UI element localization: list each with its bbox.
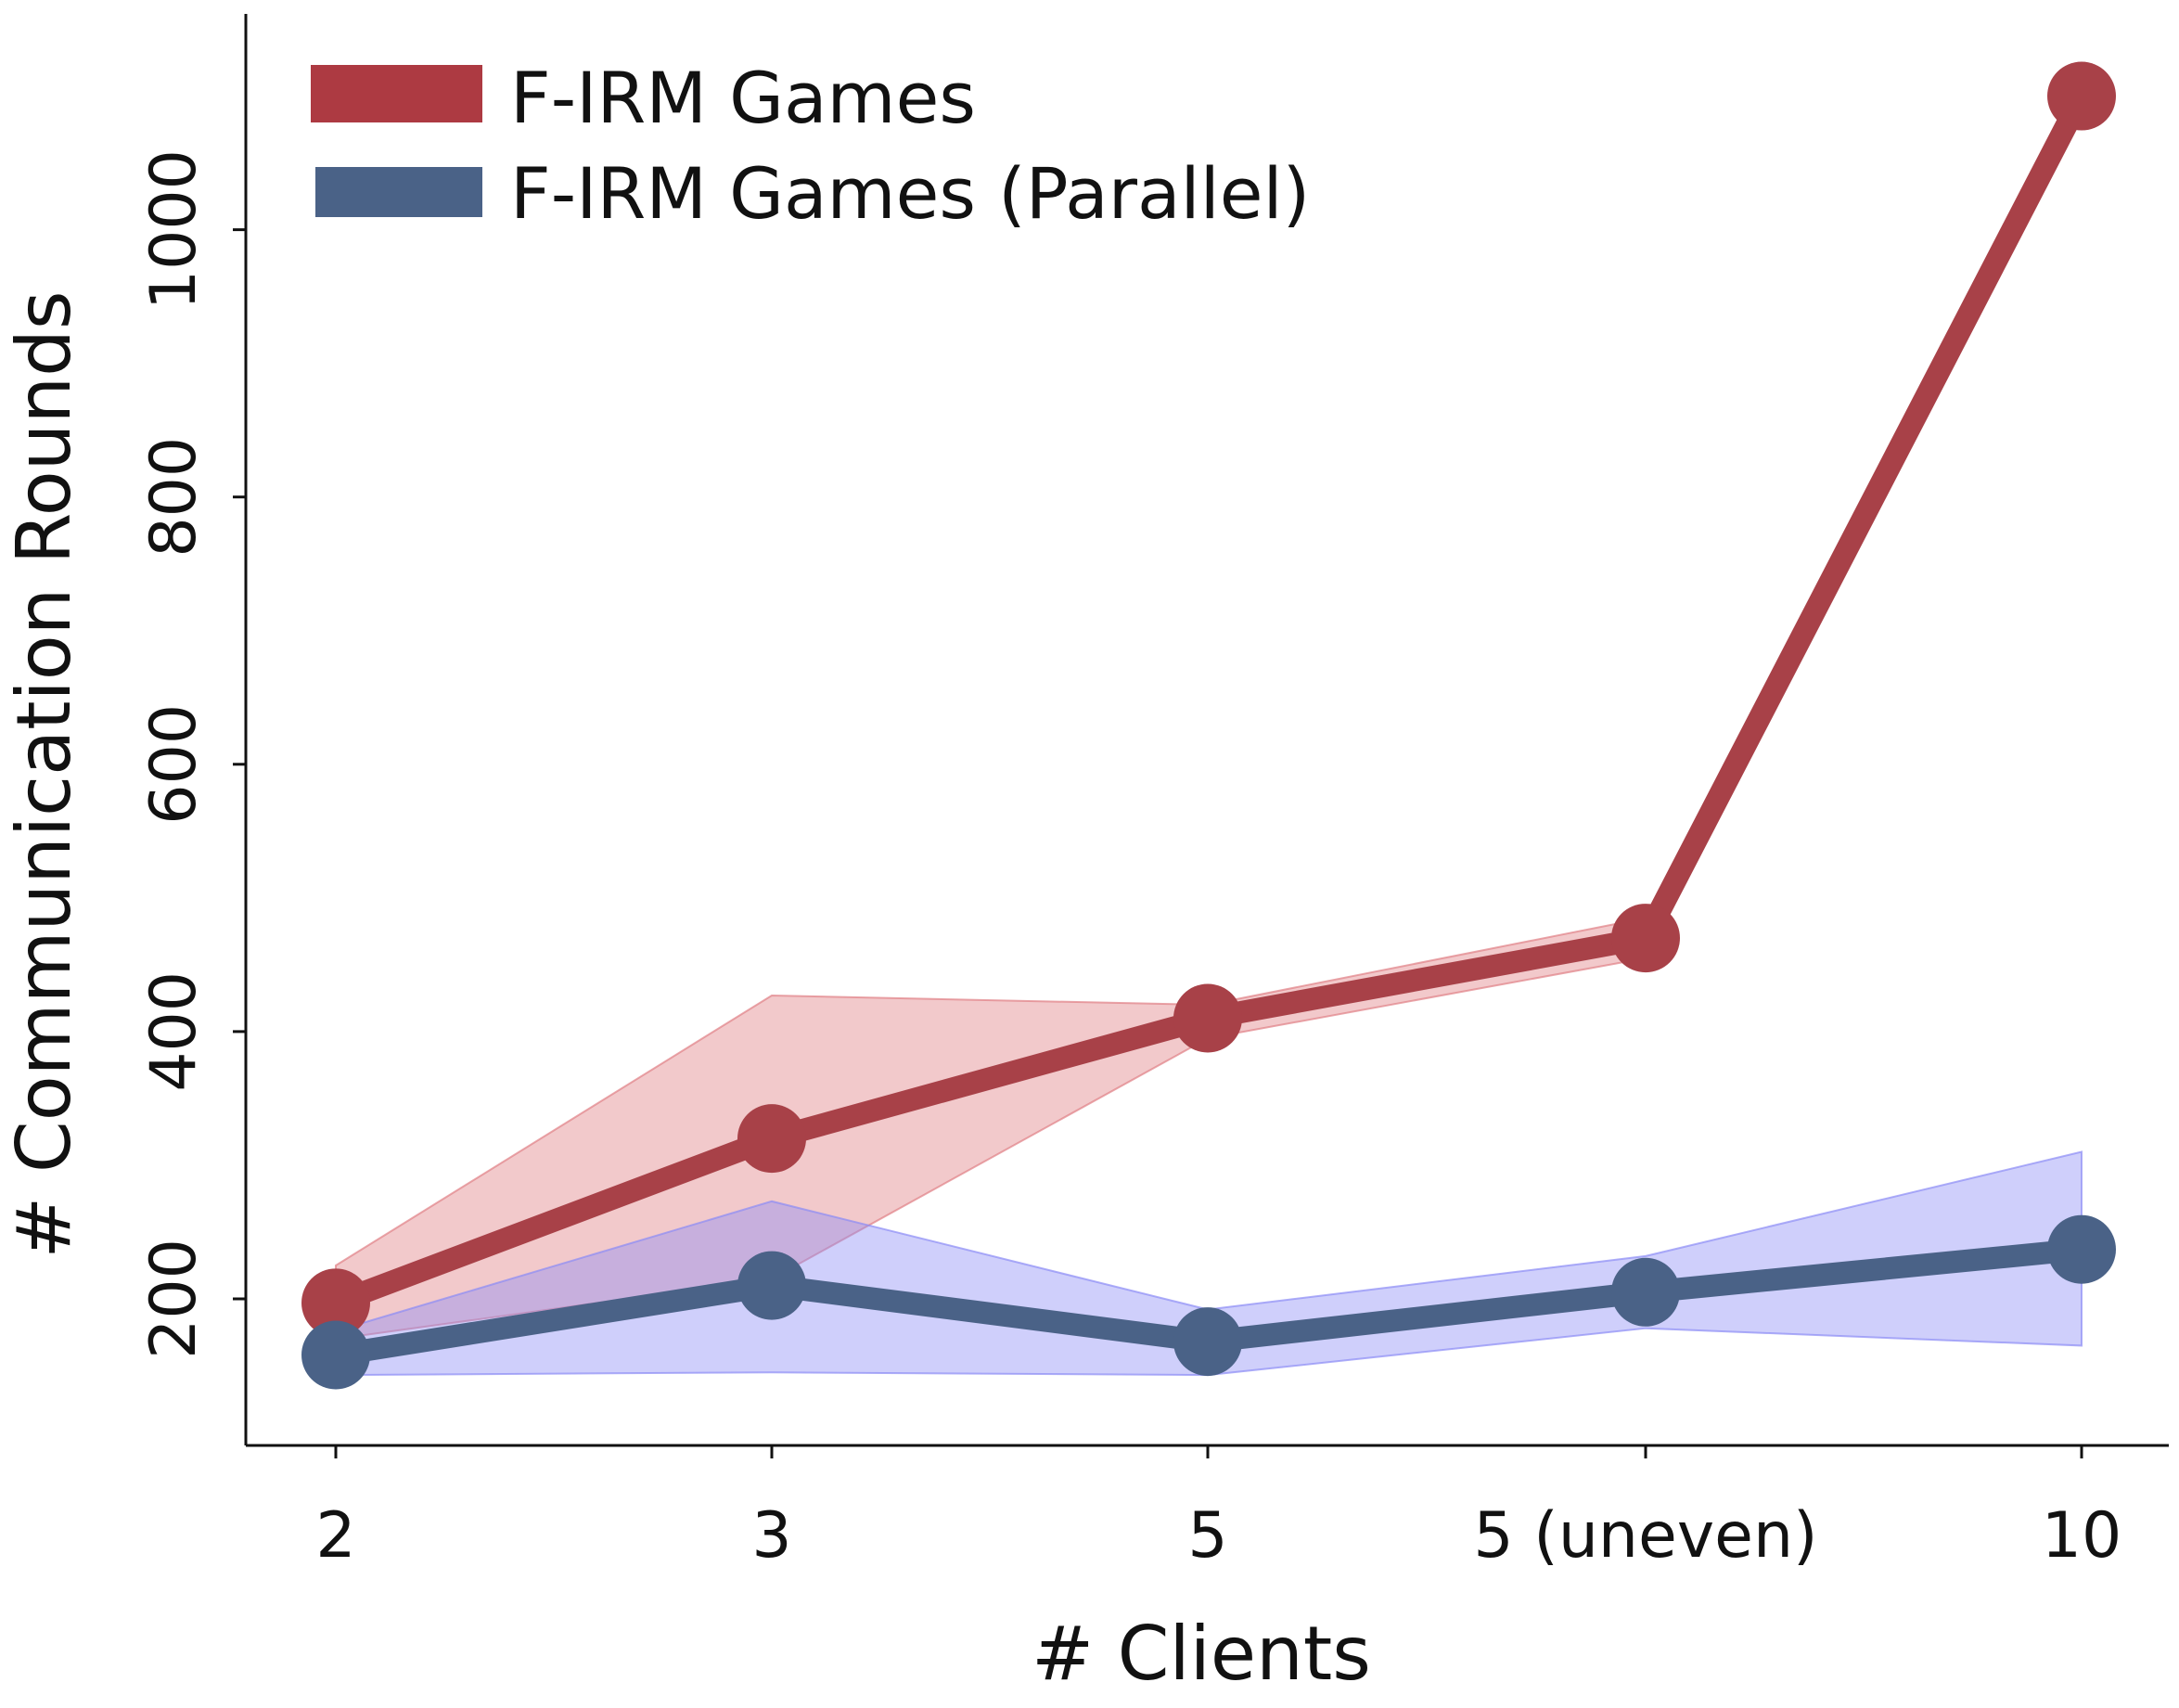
legend: F-IRM Games F-IRM Games (Parallel) [311, 57, 1310, 235]
point-f-irm-games-parallel-2 [301, 1320, 370, 1390]
x-tick-label-5-uneven: 5 (uneven) [1473, 1499, 1817, 1573]
y-tick-label-1000: 1000 [137, 149, 211, 310]
y-ticks: 200 400 600 800 1000 [137, 149, 246, 1359]
point-f-irm-games-3 [737, 1104, 806, 1174]
x-ticks: 2 3 5 5 (uneven) 10 [315, 1445, 2121, 1573]
series-markers [301, 61, 2116, 1390]
x-tick-label-5: 5 [1187, 1499, 1227, 1573]
point-f-irm-games-parallel-5 [1173, 1307, 1242, 1377]
legend-label-f-irm-games-parallel: F-IRM Games (Parallel) [510, 152, 1310, 235]
point-f-irm-games-parallel-3 [737, 1251, 806, 1320]
point-f-irm-games-parallel-10 [2047, 1214, 2116, 1284]
point-f-irm-games-2 [301, 1268, 370, 1338]
band-f-irm-games [335, 82, 2083, 1341]
legend-swatch-f-irm-games [311, 65, 482, 122]
x-axis-title: # Clients [1032, 1611, 1371, 1697]
x-tick-label-10: 10 [2042, 1499, 2122, 1573]
y-tick-label-400: 400 [137, 971, 211, 1092]
y-tick-label-800: 800 [137, 437, 211, 558]
point-f-irm-games-5-uneven [1611, 904, 1680, 973]
point-f-irm-games-parallel-5-uneven [1611, 1257, 1680, 1327]
legend-label-f-irm-games: F-IRM Games [510, 57, 976, 139]
x-tick-label-3: 3 [751, 1499, 791, 1573]
point-f-irm-games-5 [1173, 983, 1242, 1053]
y-axis-title: # Communication Rounds [1, 290, 87, 1258]
x-tick-label-2: 2 [315, 1499, 355, 1573]
y-tick-label-200: 200 [137, 1239, 211, 1359]
confidence-bands [335, 82, 2083, 1377]
y-tick-label-600: 600 [137, 704, 211, 825]
point-f-irm-games-10 [2047, 61, 2116, 131]
legend-swatch-f-irm-games-parallel [315, 167, 482, 217]
